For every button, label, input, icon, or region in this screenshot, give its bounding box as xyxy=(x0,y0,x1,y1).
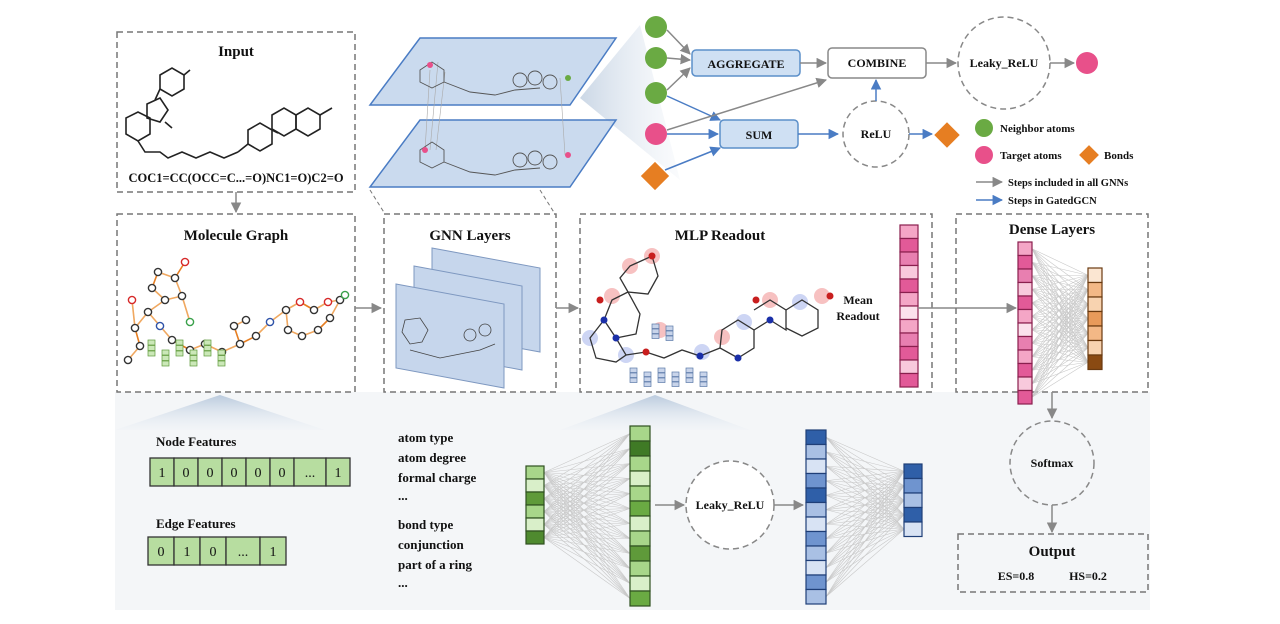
message-passing-layers xyxy=(368,37,618,188)
feature-cell: 0 xyxy=(207,466,214,481)
feature-cell: 0 xyxy=(255,466,262,481)
edge-features-title: Edge Features xyxy=(156,516,236,531)
connector-left xyxy=(369,189,386,215)
molecule-structure-icon xyxy=(125,67,333,159)
readout-label: Readout xyxy=(836,309,879,323)
message-passing-ops: AGGREGATE COMBINE Leaky_ReLU SUM ReLU xyxy=(640,16,1098,191)
mlp-network: Leaky_ReLU xyxy=(525,425,923,607)
feature-cell: 1 xyxy=(159,466,166,481)
feature-cell: 1 xyxy=(335,466,342,481)
neighbor-atom-node xyxy=(645,47,667,69)
legend-neighbor-swatch xyxy=(975,119,993,137)
sum-label: SUM xyxy=(746,128,773,142)
smiles-string: COC1=CC(OCC=C...=O)NC1=O)C2=O xyxy=(128,171,343,185)
node-feature-list: atom type atom degree formal charge ... xyxy=(398,430,477,503)
output-atom-node xyxy=(1076,52,1098,74)
mlp-readout-panel: MLP Readout Mean Readout xyxy=(579,213,933,393)
gnn-layers-title: GNN Layers xyxy=(429,228,510,244)
feature-cell: 0 xyxy=(158,545,165,560)
node-feature-item: atom type xyxy=(398,430,453,445)
legend-gray-label: Steps included in all GNNs xyxy=(1008,178,1128,189)
feature-cell: 1 xyxy=(270,545,277,560)
feature-cell: 1 xyxy=(184,545,191,560)
molecule-graph-icon xyxy=(123,257,350,367)
edge-feature-list: bond type conjunction part of a ring ... xyxy=(398,517,473,590)
edge-feature-item: conjunction xyxy=(398,537,465,552)
edge-feature-vector: 0 1 0... 1 xyxy=(147,536,287,566)
edge-feature-item: bond type xyxy=(398,517,453,532)
relu-label: ReLU xyxy=(861,127,892,141)
readout-molecule-icon xyxy=(582,248,834,387)
output-title: Output xyxy=(1029,544,1076,560)
bond-node xyxy=(640,161,670,191)
aggregate-label: AGGREGATE xyxy=(707,57,784,71)
legend-bonds-label: Bonds xyxy=(1104,150,1134,162)
neighbor-atom-node xyxy=(645,16,667,38)
feature-cell: ... xyxy=(238,545,249,560)
legend: Neighbor atoms Target atoms Bonds Steps … xyxy=(975,119,1134,207)
combine-label: COMBINE xyxy=(848,56,907,70)
feature-cell: 0 xyxy=(279,466,286,481)
legend-target-swatch xyxy=(975,146,993,164)
neighbor-atom-node xyxy=(645,82,667,104)
mlp-leaky-relu-label: Leaky_ReLU xyxy=(696,498,765,512)
gnn-layers-panel: GNN Layers xyxy=(383,213,557,393)
input-title: Input xyxy=(218,44,254,60)
features-area: Node Features 1 0 0 0 0 0... 1 Edge Features 0… xyxy=(147,430,477,590)
output-panel: Output ES=0.8 HS=0.2 xyxy=(957,533,1149,593)
node-feature-item: atom degree xyxy=(398,450,466,465)
mean-label: Mean xyxy=(843,293,873,307)
output-hs: HS=0.2 xyxy=(1069,569,1107,583)
leaky-relu-label: Leaky_ReLU xyxy=(970,56,1039,70)
legend-bond-swatch xyxy=(1079,145,1099,165)
connector-right xyxy=(539,189,556,215)
target-atom-node xyxy=(645,123,667,145)
feature-cell: 0 xyxy=(183,466,190,481)
feature-cell: 0 xyxy=(210,545,217,560)
mlp-readout-title: MLP Readout xyxy=(675,228,765,244)
feature-cell: 0 xyxy=(231,466,238,481)
legend-target-label: Target atoms xyxy=(1000,150,1062,162)
edge-feature-item: ... xyxy=(398,575,408,590)
node-features-title: Node Features xyxy=(156,434,236,449)
output-bond-node xyxy=(934,122,960,148)
dense-layers-title: Dense Layers xyxy=(1009,222,1095,238)
input-panel: Input COC1=CC(OCC=C...=O)NC1=O)C2=O xyxy=(116,31,356,193)
legend-blue-label: Steps in GatedGCN xyxy=(1008,196,1097,207)
node-feature-item: formal charge xyxy=(398,470,477,485)
molecule-graph-panel: Molecule Graph xyxy=(116,213,356,393)
dense-network-icon xyxy=(1017,241,1103,405)
feature-cell: ... xyxy=(305,466,316,481)
edge-feature-item: part of a ring xyxy=(398,557,473,572)
readout-vector xyxy=(899,224,919,388)
output-es: ES=0.8 xyxy=(998,569,1035,583)
softmax-label: Softmax xyxy=(1031,456,1074,470)
stacked-layer-icon xyxy=(395,247,541,389)
molecule-graph-title: Molecule Graph xyxy=(184,228,289,244)
legend-neighbor-label: Neighbor atoms xyxy=(1000,123,1075,135)
node-feature-item: ... xyxy=(398,488,408,503)
node-feature-vector: 1 0 0 0 0 0... 1 xyxy=(149,457,351,487)
dense-layers-panel: Dense Layers xyxy=(955,213,1149,405)
